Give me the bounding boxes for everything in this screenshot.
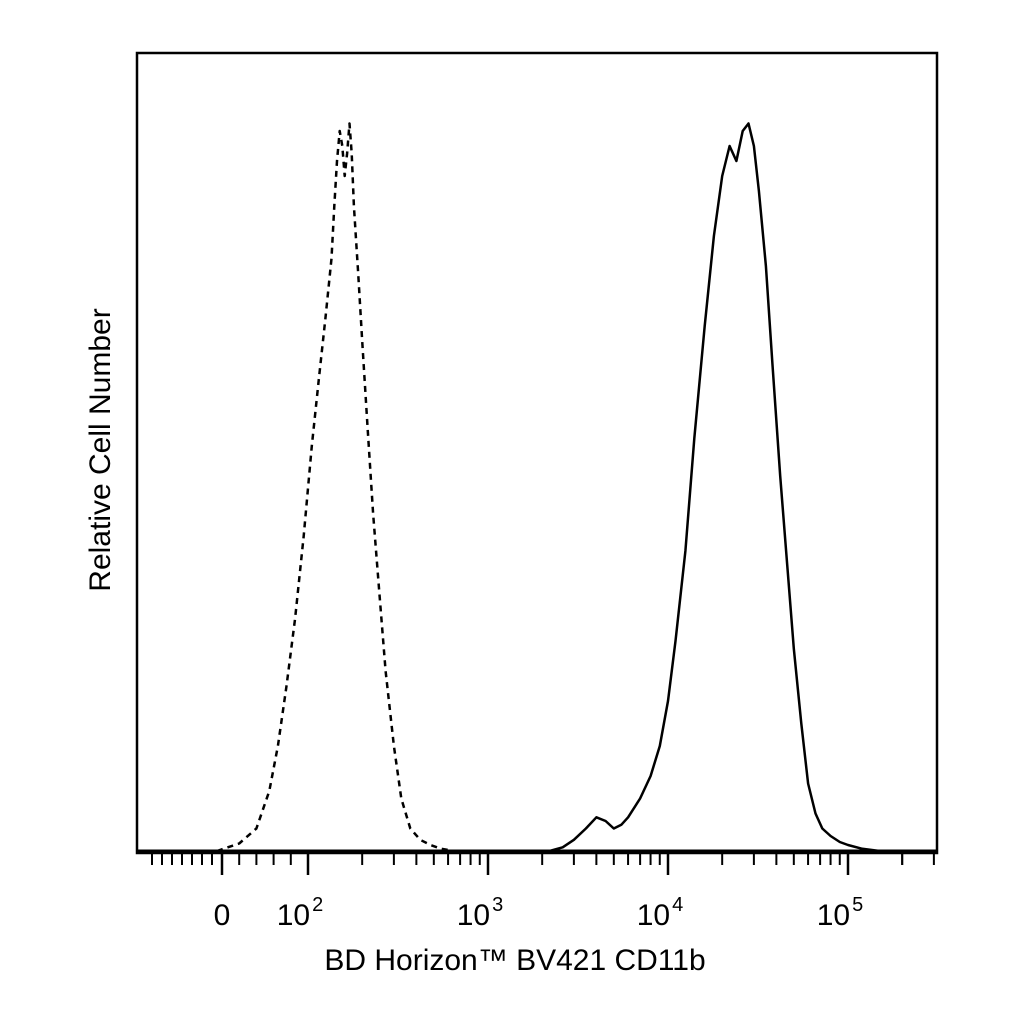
y-axis-title: Relative Cell Number: [84, 308, 117, 591]
x-major-ticks: [220, 851, 850, 875]
plot-frame: [135, 51, 939, 855]
x-tick-label: 10 5: [817, 894, 864, 932]
x-axis-title: BD Horizon™ BV421 CD11b: [324, 944, 705, 977]
series-layer: [216, 122, 880, 853]
x-minor-ticks: [151, 851, 935, 865]
x-tick-label: 10 4: [637, 894, 684, 932]
series-line-solid: [549, 122, 880, 853]
x-tick-label: 10 3: [457, 894, 504, 932]
x-tick-label: 10 2: [277, 894, 324, 932]
series-line-dashed: [216, 122, 455, 853]
x-tick-label: 0: [214, 899, 231, 932]
x-tick-labels: 0 10 2 10 3 10 4 10 5: [214, 894, 864, 932]
